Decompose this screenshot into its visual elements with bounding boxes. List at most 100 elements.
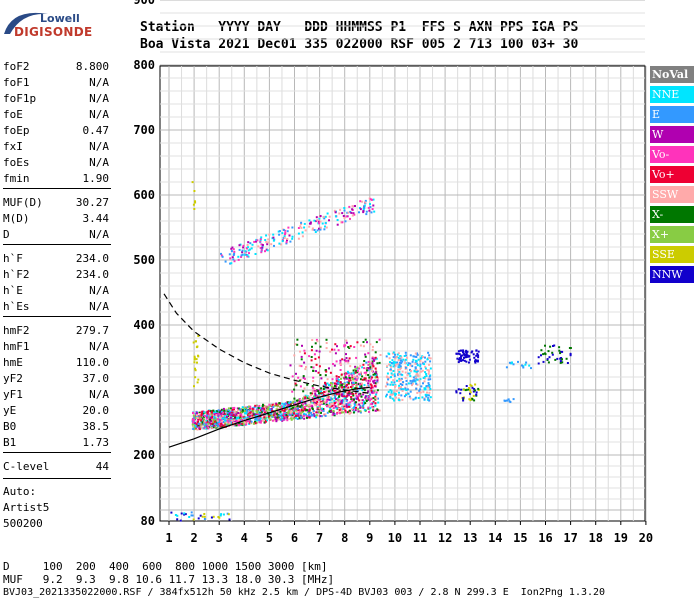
echo-point [346, 211, 349, 214]
echo-point [389, 364, 392, 367]
echo-point [400, 377, 403, 380]
echo-point [288, 402, 291, 405]
echo-point [254, 414, 257, 417]
echo-point [236, 409, 239, 412]
echo-point [176, 518, 179, 521]
echo-point [248, 408, 251, 411]
echo-point [508, 400, 511, 403]
echo-point [404, 366, 407, 369]
echo-point [312, 414, 315, 417]
echo-point [199, 514, 202, 517]
echo-point [310, 359, 313, 362]
auto-line-1: Auto: [3, 485, 109, 499]
echo-point [390, 362, 393, 364]
echo-point [259, 415, 262, 418]
echo-point [247, 249, 250, 252]
echo-point [416, 373, 419, 376]
echo-point [399, 373, 402, 376]
y-tick-label: 80 [141, 514, 155, 528]
echo-point [356, 390, 359, 392]
echo-point [455, 391, 458, 394]
echo-point [283, 410, 286, 412]
echo-point [217, 516, 220, 518]
echo-point [477, 387, 480, 390]
echo-point [318, 397, 321, 400]
auto-text: 500200 [3, 517, 43, 530]
echo-point [219, 425, 222, 428]
echo-point [400, 359, 402, 362]
echo-point [335, 407, 338, 410]
echo-point [371, 208, 374, 211]
echo-point [343, 382, 346, 385]
echo-point [197, 424, 200, 427]
echo-point [474, 361, 477, 364]
echo-point [217, 424, 220, 427]
echo-point [353, 404, 356, 406]
echo-point [321, 401, 323, 404]
echo-point [400, 356, 403, 359]
echo-point [212, 420, 215, 423]
echo-point [254, 253, 257, 255]
param-row-hmf1: hmF1 N/A [3, 340, 109, 354]
echo-point [240, 413, 243, 415]
echo-point [253, 413, 256, 416]
echo-point [408, 395, 411, 398]
echo-point [299, 415, 302, 417]
echo-point [473, 399, 476, 402]
echo-point [427, 372, 430, 375]
echo-point [279, 243, 282, 246]
echo-point [229, 416, 232, 419]
echo-point [192, 414, 195, 417]
echo-point [475, 393, 478, 396]
echo-point [374, 382, 377, 385]
echo-point [339, 402, 342, 405]
echo-point [244, 410, 247, 413]
echo-point [227, 407, 230, 410]
echo-point [405, 383, 408, 386]
echo-point [461, 354, 464, 357]
echo-point [348, 374, 351, 377]
echo-point [233, 252, 236, 255]
echo-point [326, 411, 329, 414]
echo-point [345, 339, 348, 342]
echo-point [376, 362, 379, 365]
echo-point [339, 385, 341, 388]
echo-point [278, 402, 281, 405]
echo-point [206, 412, 209, 415]
echo-point [385, 395, 387, 398]
echo-point [320, 387, 323, 390]
echo-point [413, 370, 416, 373]
echo-point [285, 241, 288, 244]
echo-point [240, 411, 243, 414]
echo-point [261, 244, 264, 246]
echo-point [354, 380, 357, 383]
echo-point [428, 391, 431, 394]
echo-point [352, 381, 354, 384]
echo-point [363, 384, 366, 387]
echo-point [559, 352, 562, 355]
echo-point [416, 353, 419, 356]
echo-point [302, 390, 305, 393]
echo-point [401, 370, 404, 373]
echo-point [285, 412, 288, 415]
echo-point [213, 418, 215, 421]
echo-point [298, 417, 301, 420]
echo-point [292, 417, 295, 420]
echo-point [213, 416, 216, 418]
echo-point [425, 375, 428, 377]
echo-point [226, 512, 229, 515]
echo-point [372, 204, 375, 207]
echo-point [324, 400, 327, 403]
echo-point [283, 403, 286, 406]
param-name: foEs [3, 156, 30, 169]
echo-point [348, 392, 351, 395]
echo-point [245, 423, 248, 426]
param-name: h`Es [3, 300, 30, 313]
echo-point [192, 341, 195, 344]
echo-point [308, 225, 311, 228]
echo-point [261, 419, 264, 422]
echo-point [544, 344, 546, 347]
echo-point [324, 383, 327, 386]
echo-point [170, 511, 173, 514]
echo-point [203, 515, 206, 518]
